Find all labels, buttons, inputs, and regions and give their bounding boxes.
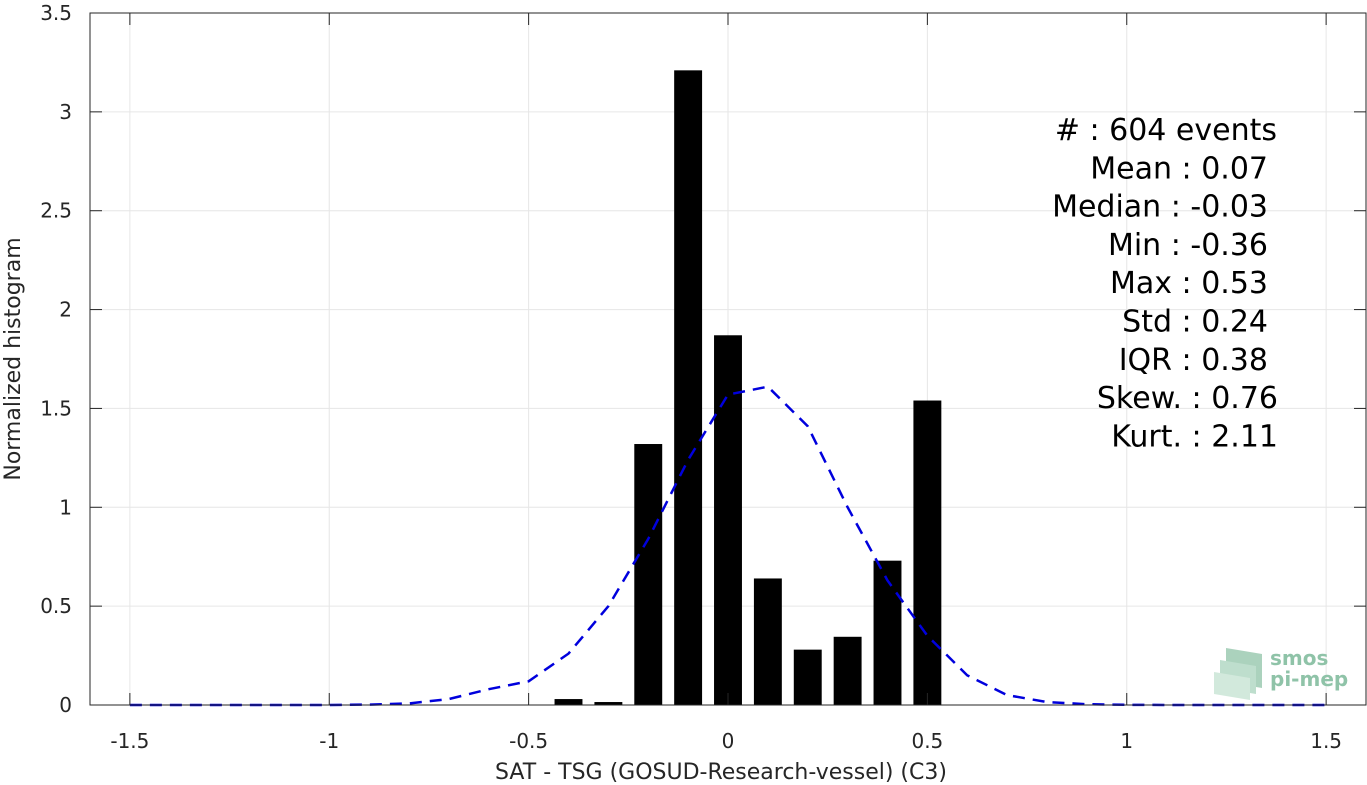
histogram-bar (594, 702, 623, 705)
y-tick-label: 3 (59, 100, 72, 124)
stats-line: Median : -0.03 (1052, 190, 1268, 225)
histogram-bar (753, 578, 782, 705)
y-tick-label: 3.5 (40, 1, 72, 25)
histogram-bar (634, 444, 663, 705)
y-tick-label: 1 (59, 495, 72, 519)
stats-line: Min : -0.36 (1108, 228, 1268, 263)
histogram-bar (674, 70, 703, 705)
x-tick-label: 1 (1120, 729, 1133, 753)
histogram-bar (873, 560, 902, 705)
x-axis-title: SAT - TSG (GOSUD-Research-vessel) (C3) (495, 760, 947, 785)
x-tick-label: 1.5 (1310, 729, 1342, 753)
x-tick-label: -1.5 (110, 729, 149, 753)
x-tick-label: 0.5 (911, 729, 943, 753)
x-tick-label: -0.5 (509, 729, 548, 753)
logo-graphic-icon (1214, 648, 1262, 700)
stats-line: Std : 0.24 (1122, 305, 1268, 340)
histogram-bar (554, 699, 583, 705)
stats-line: Mean : 0.07 (1090, 151, 1268, 186)
stats-line: Max : 0.53 (1110, 266, 1268, 301)
histogram-bar (793, 649, 822, 705)
stats-line: IQR : 0.38 (1119, 343, 1268, 378)
stats-line: # : 604 events (1055, 113, 1277, 148)
y-tick-label: 2.5 (40, 199, 72, 223)
logo-text-line1: smos (1270, 646, 1328, 670)
histogram-bar (714, 335, 742, 705)
histogram-bar (833, 636, 862, 705)
y-tick-label: 1.5 (40, 396, 72, 420)
y-tick-label: 0.5 (40, 594, 72, 618)
smos-pi-mep-logo: smos pi-mep (1214, 646, 1348, 700)
stats-line: Skew. : 0.76 (1097, 381, 1278, 416)
stats-line: Kurt. : 2.11 (1111, 419, 1278, 454)
x-tick-label: -1 (319, 729, 339, 753)
histogram-bar (913, 400, 942, 705)
bars (554, 70, 942, 705)
x-tick-label: 0 (722, 729, 735, 753)
y-axis-title: Normalized histogram (1, 237, 26, 480)
y-tick-label: 0 (59, 693, 72, 717)
axis-ticks: -1.5 -1 -0.5 0 0.5 1 1.5 0 0.5 1 1.5 2 2.5 3 3.5 (40, 1, 1366, 753)
logo-text-line2: pi-mep (1270, 667, 1348, 691)
y-tick-label: 2 (59, 298, 72, 322)
